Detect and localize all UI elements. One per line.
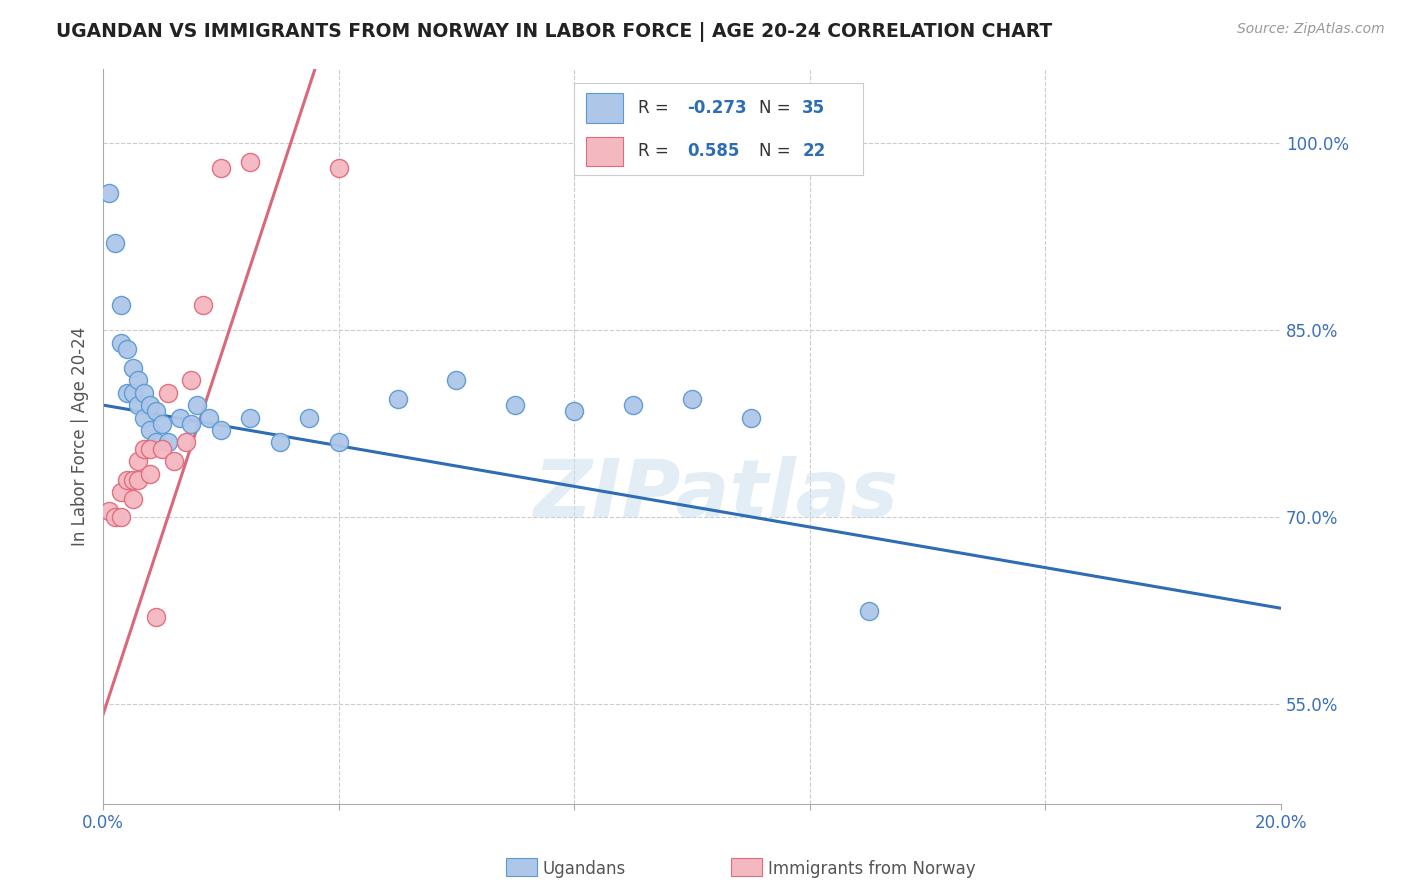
Point [174,435,197,450]
Point [104,510,127,524]
Point [198,410,221,425]
Point [156,385,179,400]
Point [134,410,156,425]
Point [193,298,215,312]
Point [150,442,173,456]
Point [115,342,138,356]
Point [139,398,162,412]
Point [127,373,149,387]
Point [446,373,468,387]
Point [98,186,121,201]
Point [139,467,162,481]
Point [127,454,149,468]
Point [145,435,167,450]
Point [740,410,762,425]
Point [858,604,880,618]
Text: UGANDAN VS IMMIGRANTS FROM NORWAY IN LABOR FORCE | AGE 20-24 CORRELATION CHART: UGANDAN VS IMMIGRANTS FROM NORWAY IN LAB… [56,22,1053,42]
Point [110,510,132,524]
Y-axis label: In Labor Force | Age 20-24: In Labor Force | Age 20-24 [72,326,89,546]
Point [121,385,143,400]
Point [98,504,121,518]
Point [562,404,585,418]
Point [328,161,350,176]
Point [145,404,167,418]
Point [150,417,173,431]
Point [110,335,132,350]
Point [121,491,143,506]
Point [239,155,262,169]
Point [115,473,138,487]
Point [156,435,179,450]
Text: Source: ZipAtlas.com: Source: ZipAtlas.com [1237,22,1385,37]
Point [121,360,143,375]
Point [121,473,143,487]
Text: Immigrants from Norway: Immigrants from Norway [768,860,976,878]
Point [134,442,156,456]
Point [139,423,162,437]
Point [127,473,149,487]
Point [127,398,149,412]
Point [681,392,703,406]
Point [621,398,644,412]
Point [180,417,202,431]
Point [134,385,156,400]
Point [110,298,132,312]
Point [180,373,202,387]
Point [115,385,138,400]
Point [209,161,232,176]
Point [387,392,409,406]
Point [139,442,162,456]
Point [505,398,527,412]
Point [110,485,132,500]
Point [163,454,186,468]
Text: ZIPatlas: ZIPatlas [533,456,898,534]
Point [269,435,291,450]
Point [169,410,191,425]
Point [104,235,127,250]
Point [186,398,208,412]
Point [298,410,321,425]
Text: Ugandans: Ugandans [543,860,626,878]
Point [328,435,350,450]
Point [145,610,167,624]
Point [209,423,232,437]
Point [239,410,262,425]
